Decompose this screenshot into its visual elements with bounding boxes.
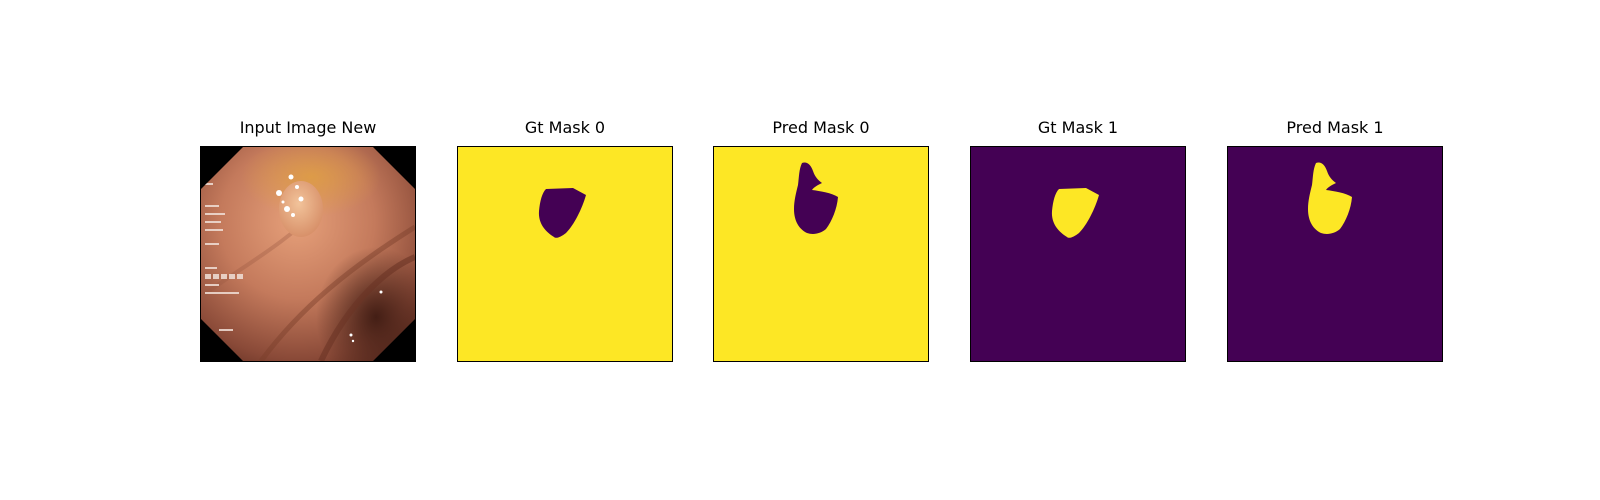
segmentation-region xyxy=(794,162,838,234)
panel-title: Gt Mask 1 xyxy=(1037,118,1119,137)
mask-image xyxy=(970,146,1186,362)
panel-title: Input Image New xyxy=(239,118,377,137)
polyp-region xyxy=(279,181,323,237)
mask-svg xyxy=(971,147,1185,361)
segmentation-region xyxy=(1051,188,1099,238)
segmentation-region xyxy=(1308,162,1352,234)
panel-title: Pred Mask 1 xyxy=(1286,118,1384,137)
mask-background xyxy=(971,147,1185,361)
overlay-marks xyxy=(205,183,243,331)
mask-svg xyxy=(458,147,672,361)
segmentation-region xyxy=(538,188,586,238)
mask-image xyxy=(457,146,673,362)
panel-title: Gt Mask 0 xyxy=(524,118,606,137)
mask-background xyxy=(714,147,928,361)
endoscopy-image xyxy=(200,146,416,362)
mask-svg xyxy=(714,147,928,361)
panel-title: Pred Mask 0 xyxy=(772,118,870,137)
mask-svg xyxy=(1228,147,1442,361)
mask-image xyxy=(1227,146,1443,362)
mask-background xyxy=(1228,147,1442,361)
mask-background xyxy=(458,147,672,361)
endoscopy-image-svg xyxy=(201,147,415,361)
mask-image xyxy=(713,146,929,362)
